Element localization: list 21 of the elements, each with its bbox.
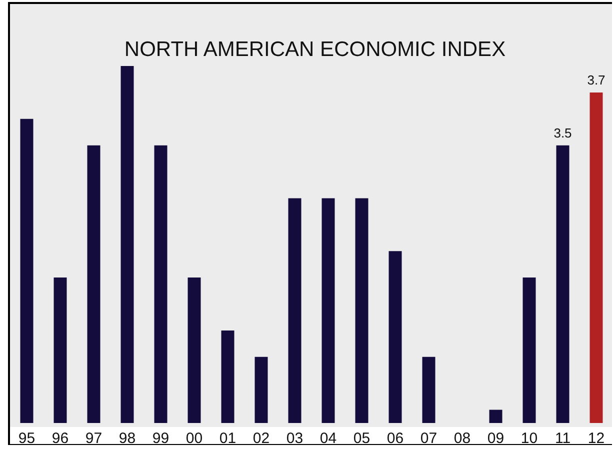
x-tick-label: 95 bbox=[18, 430, 36, 447]
x-tick-label: 01 bbox=[219, 430, 236, 447]
data-label: 3.5 bbox=[554, 125, 572, 140]
x-tick-label: 00 bbox=[186, 430, 203, 447]
x-tick-label: 11 bbox=[554, 430, 571, 447]
x-tick-label: 97 bbox=[85, 430, 102, 447]
x-tick-label: 99 bbox=[152, 430, 170, 447]
x-tick-label: 09 bbox=[487, 430, 504, 447]
x-tick-label: 96 bbox=[52, 430, 69, 447]
chart-title: NORTH AMERICAN ECONOMIC INDEX bbox=[124, 38, 506, 61]
x-tick-label: 06 bbox=[386, 430, 404, 447]
x-tick-label: 12 bbox=[588, 430, 605, 447]
x-tick-label: 07 bbox=[420, 430, 438, 447]
data-label: 3.7 bbox=[587, 72, 606, 88]
x-tick-label: 02 bbox=[252, 430, 270, 447]
x-tick-label: 04 bbox=[320, 430, 337, 447]
x-tick-label: 05 bbox=[353, 430, 370, 447]
x-tick-label: 08 bbox=[454, 430, 471, 447]
x-tick-label: 10 bbox=[520, 430, 538, 447]
x-tick-label: 03 bbox=[286, 430, 304, 447]
x-tick-label: 98 bbox=[118, 430, 136, 447]
